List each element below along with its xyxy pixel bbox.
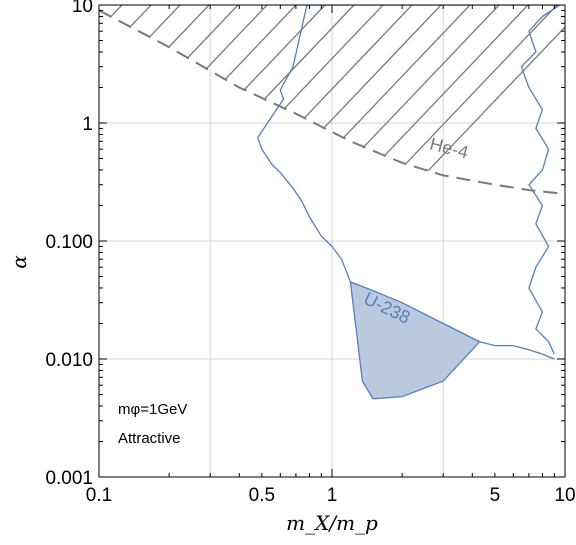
hatch-line	[263, 5, 355, 100]
hatch-line	[362, 5, 500, 149]
hatch-line	[303, 5, 413, 119]
hatch-line	[205, 5, 268, 70]
x-tick-label: 1	[327, 485, 338, 506]
hatch-line	[283, 5, 384, 110]
he4-label: He-4	[428, 134, 471, 163]
hatch-line	[186, 5, 239, 59]
x-tick-label: 0.1	[86, 485, 112, 506]
he4-excluded-hatching	[109, 5, 565, 172]
hatch-line	[168, 5, 210, 48]
annotation-attractive: Attractive	[118, 430, 181, 447]
y-tick-label: 0.100	[45, 232, 93, 253]
he4-bound-curve	[99, 9, 565, 195]
hatch-line	[322, 5, 442, 130]
y-tick-label: 0.001	[45, 468, 93, 489]
hatch-line	[129, 5, 152, 28]
hatch-line	[224, 5, 297, 80]
y-tick-label: 10	[72, 0, 93, 17]
u238-filled-region	[349, 280, 481, 400]
hatch-line	[243, 5, 326, 91]
x-tick-label: 10	[554, 485, 575, 506]
hatch-line	[427, 26, 565, 172]
hatch-line	[383, 5, 529, 157]
hatch-line	[148, 5, 181, 38]
y-tick-label: 1	[82, 114, 93, 135]
axis-tick-labels: 0.1 0.5 1 5 10 0.001 0.010 0.100 1 10	[45, 0, 575, 506]
series-layer	[99, 5, 565, 400]
y-axis-title: α	[7, 255, 31, 269]
y-tick-label: 0.010	[45, 350, 93, 371]
x-tick-label: 0.5	[249, 485, 275, 506]
u238-bound-curve	[256, 5, 555, 360]
curve-labels: He-4U-238	[361, 134, 471, 328]
axis-ticks	[98, 4, 565, 478]
hatch-line	[404, 5, 558, 166]
annotation-mphi: mφ=1GeV	[118, 401, 187, 418]
hatch-line	[109, 5, 123, 19]
u238-right-edge-curve	[520, 5, 561, 355]
x-axis-title: m_X/m_p	[286, 511, 378, 535]
x-tick-label: 5	[490, 485, 501, 506]
hatch-line	[342, 5, 471, 139]
